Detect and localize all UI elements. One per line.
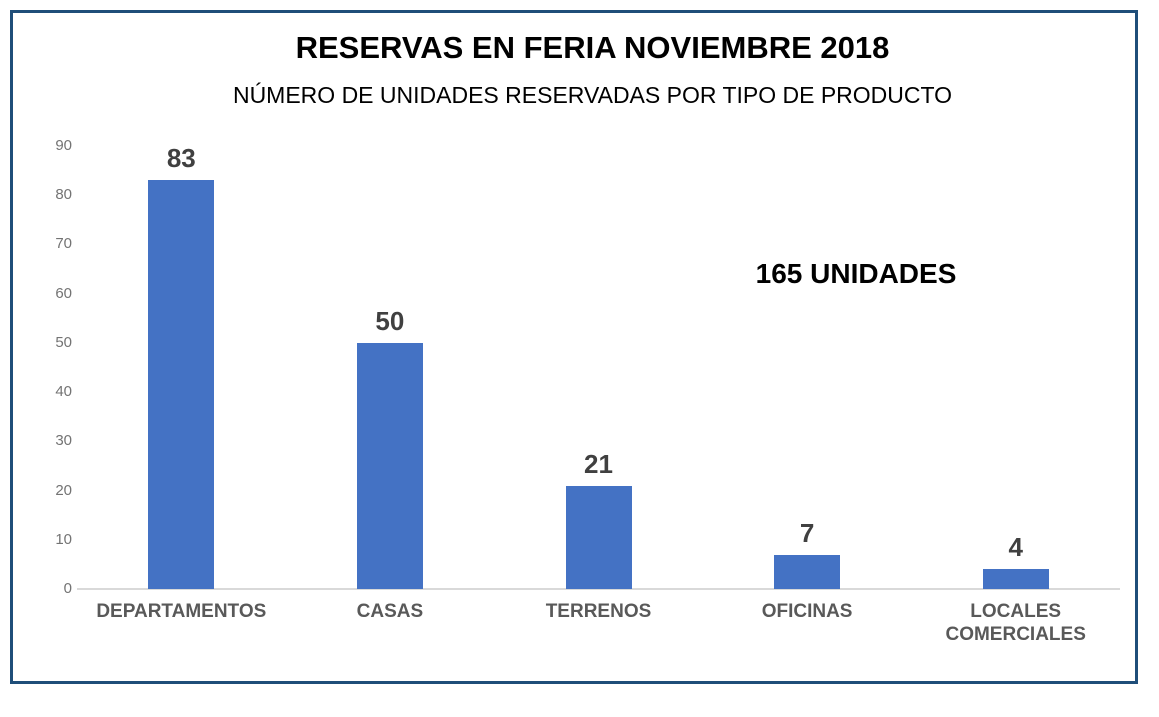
bar-value-label: 21 [584,448,613,479]
chart-subtitle: NÚMERO DE UNIDADES RESERVADAS POR TIPO D… [232,82,953,108]
bar-value-label: 50 [375,305,405,336]
x-axis-category-label: TERRENOS [545,601,652,622]
x-axis-category-label: DEPARTAMENTOS [96,601,267,622]
y-axis-tick-label: 60 [55,284,72,302]
bar-value-label: 83 [166,143,196,174]
chart-frame-border [10,10,1138,684]
y-axis-tick-label: 50 [55,333,72,351]
total-units-annotation: 165 UNIDADES [755,258,957,289]
y-axis-tick-label: 70 [55,235,72,253]
x-axis-category-label: LOCALES COMERCIALES [945,601,1086,645]
bar-departamentos [148,180,215,589]
bar-oficinas [774,554,841,589]
x-axis-category-label: CASAS [356,601,424,622]
chart-title: RESERVAS EN FERIA NOVIEMBRE 2018 [295,30,890,65]
y-axis-tick-label: 0 [63,580,72,597]
x-axis-category-label: OFICINAS [761,601,853,622]
y-axis-tick-label: 90 [55,137,72,154]
y-axis-tick-label: 40 [55,383,72,401]
y-axis-tick-label: 30 [55,432,72,450]
y-axis-tick-label: 80 [55,186,72,204]
bar-value-label: 7 [799,517,815,548]
bar-value-label: 4 [1008,532,1023,563]
bar-locales-comerciales [982,569,1049,589]
bar-casas [356,342,423,589]
y-axis-tick-label: 20 [55,481,72,499]
y-axis-tick-label: 10 [55,530,72,548]
bar-terrenos [565,485,632,589]
x-axis-line [77,588,1120,590]
